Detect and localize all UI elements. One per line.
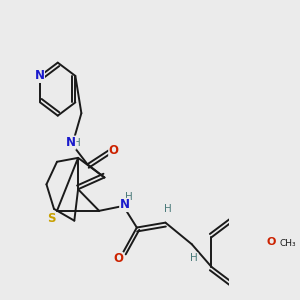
Text: O: O (113, 252, 123, 266)
Text: H: H (164, 204, 172, 214)
Text: O: O (109, 144, 119, 157)
Text: N: N (120, 199, 130, 212)
Text: H: H (190, 253, 198, 263)
Text: S: S (47, 212, 55, 225)
Text: H: H (125, 192, 132, 202)
Text: CH₃: CH₃ (279, 239, 296, 248)
Text: N: N (34, 69, 44, 82)
Text: O: O (266, 237, 275, 247)
Text: H: H (73, 138, 81, 148)
Text: N: N (66, 136, 76, 149)
